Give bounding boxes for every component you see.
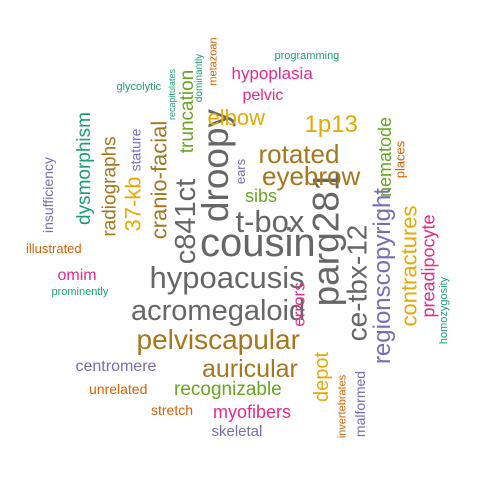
word-hypoplasia: hypoplasia [231, 63, 313, 83]
word-dysmorphism: dysmorphism [73, 111, 95, 225]
word-programming: programming [274, 49, 340, 62]
word-homozygosity: homozygosity [437, 276, 450, 344]
word-depot: depot [311, 351, 334, 403]
word-centromere: centromere [75, 358, 157, 375]
word-hypoacusis: hypoacusis [149, 259, 305, 295]
word-cranio-facial: cranio-facial [145, 120, 171, 240]
word-insufficiency: insufficiency [40, 156, 57, 234]
word-c841ct: c841ct [169, 178, 202, 264]
word-auricular: auricular [202, 354, 298, 383]
word-contractures: contractures [396, 205, 422, 327]
word-acromegaloid: acromegaloid [131, 294, 306, 327]
word-places: places [392, 140, 408, 178]
word-recapitulates: recapitulates [166, 68, 177, 120]
word-metazoan: metazoan [207, 36, 220, 86]
word-omim: omim [57, 267, 97, 284]
word-glycolytic: glycolytic [116, 80, 162, 93]
word-unrelated: unrelated [89, 381, 148, 397]
word-regionscopyright: regionscopyright [369, 187, 397, 365]
word-invertebrates: invertebrates [336, 374, 349, 438]
word-illustrated: illustrated [26, 240, 82, 256]
word-eyebrow: eyebrow [262, 161, 361, 191]
word-recognizable: recognizable [174, 378, 282, 400]
word-pelviscapular: pelviscapular [136, 324, 300, 355]
word-skeletal: skeletal [211, 422, 263, 440]
word-elbow: elbow [207, 105, 265, 130]
word-myofibers: myofibers [213, 402, 292, 422]
word-prominently: prominently [51, 285, 109, 298]
word-ce-tbx-12: ce-tbx-12 [340, 224, 372, 342]
word-pelvic: pelvic [242, 87, 284, 104]
word-malformed: malformed [352, 370, 369, 438]
word-errors: errors [289, 281, 309, 327]
word-sibs: sibs [245, 186, 278, 206]
word-t-box: t-box [235, 203, 305, 239]
word-rotated: rotated [258, 139, 340, 169]
word-1p13: 1p13 [304, 111, 358, 138]
word-radiographs: radiographs [99, 135, 121, 237]
word-37-kb: 37-kb [120, 176, 146, 232]
word-preadipocyte: preadipocyte [418, 214, 439, 318]
word-stature: stature [126, 128, 143, 172]
word-ears: ears [232, 158, 248, 184]
word-cousin: cousin [200, 221, 316, 265]
word-dominantly: dominantly [194, 53, 206, 103]
word-stretch: stretch [151, 402, 194, 418]
